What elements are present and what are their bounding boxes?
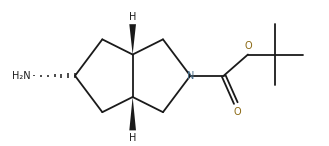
Text: N: N — [187, 71, 194, 81]
Polygon shape — [129, 97, 136, 130]
Text: O: O — [234, 107, 241, 117]
Text: H: H — [129, 12, 136, 22]
Polygon shape — [129, 24, 136, 55]
Text: H₂N: H₂N — [12, 71, 30, 81]
Text: H: H — [129, 133, 136, 143]
Text: O: O — [244, 41, 252, 51]
